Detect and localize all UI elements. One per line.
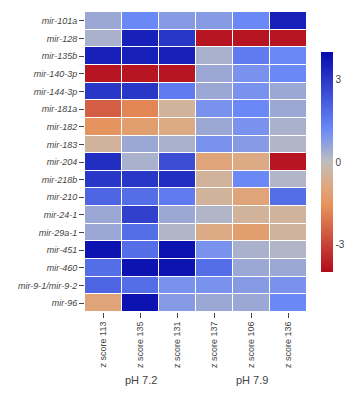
- svg-text:mir-218b: mir-218b: [42, 175, 77, 185]
- svg-text:3: 3: [336, 74, 342, 85]
- svg-text:mir-24-1: mir-24-1: [44, 210, 77, 220]
- svg-text:mir-181a: mir-181a: [42, 104, 77, 114]
- svg-text:mir-140-3p: mir-140-3p: [34, 69, 77, 79]
- svg-text:mir-144-3p: mir-144-3p: [34, 87, 77, 97]
- svg-text:mir-210: mir-210: [47, 192, 77, 202]
- svg-text:z score 136: z score 136: [283, 322, 293, 369]
- svg-text:z score 113: z score 113: [98, 322, 108, 368]
- svg-text:z score 137: z score 137: [209, 322, 219, 369]
- svg-text:mir-128: mir-128: [47, 34, 77, 44]
- svg-text:mir-96: mir-96: [52, 298, 77, 308]
- svg-text:mir-460: mir-460: [47, 263, 77, 273]
- svg-text:mir-451: mir-451: [47, 245, 77, 255]
- svg-text:z score 131: z score 131: [172, 322, 182, 369]
- svg-text:mir-204: mir-204: [47, 157, 77, 167]
- svg-text:z score 135: z score 135: [135, 322, 145, 369]
- svg-text:mir-29a-1: mir-29a-1: [39, 228, 77, 238]
- svg-text:pH 7.9: pH 7.9: [236, 374, 268, 386]
- svg-text:pH 7.2: pH 7.2: [125, 374, 157, 386]
- svg-text:mir-9-1/mir-9-2: mir-9-1/mir-9-2: [18, 281, 77, 291]
- svg-text:z score 106: z score 106: [246, 322, 256, 369]
- svg-text:0: 0: [336, 157, 342, 168]
- svg-text:mir-101a: mir-101a: [42, 16, 77, 26]
- svg-text:mir-135b: mir-135b: [42, 51, 77, 61]
- svg-text:mir-182: mir-182: [47, 122, 77, 132]
- svg-text:mir-183: mir-183: [47, 140, 77, 150]
- svg-text:-3: -3: [336, 239, 345, 250]
